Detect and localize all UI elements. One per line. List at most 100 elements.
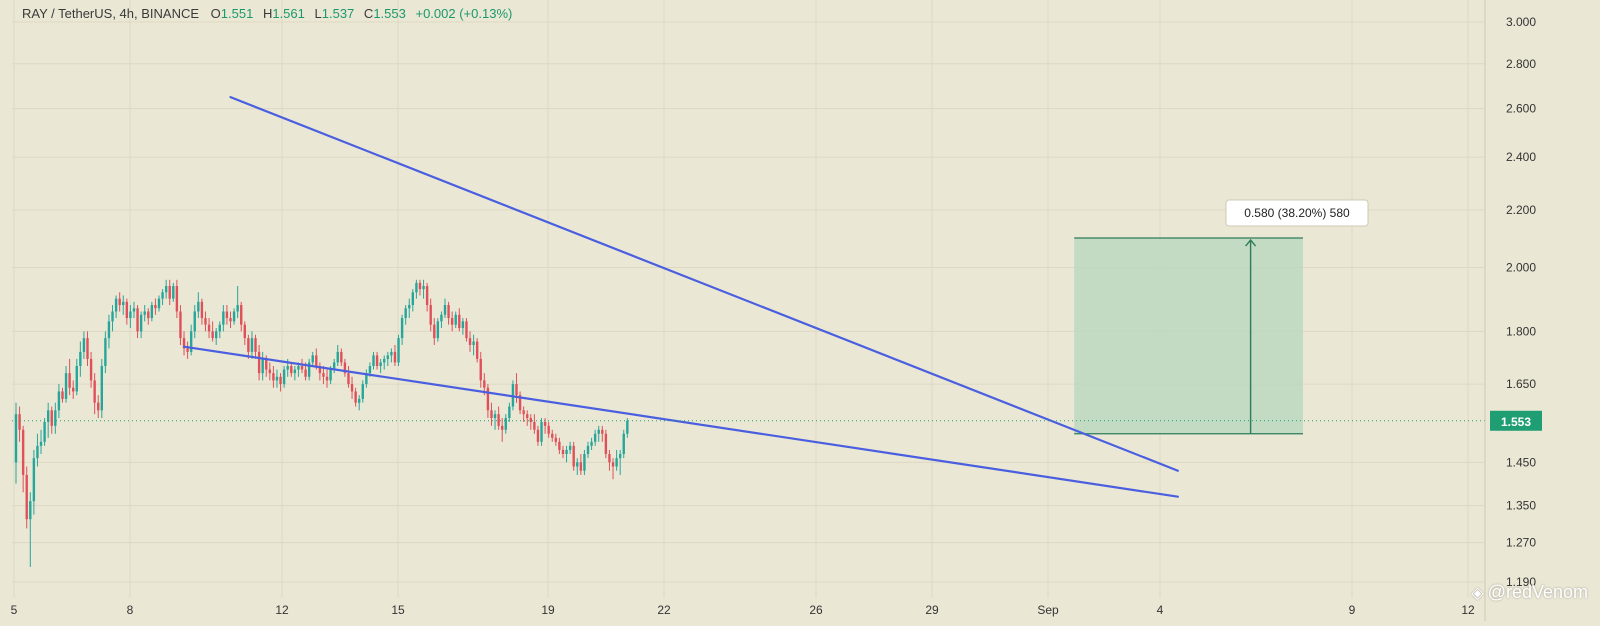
candle [107, 314, 111, 349]
candle-body [75, 365, 78, 392]
candle [154, 298, 157, 315]
y-tick-label: 1.450 [1506, 455, 1536, 469]
candle-body [89, 358, 93, 381]
candle [21, 425, 25, 493]
candle-body [232, 311, 236, 322]
candle-body [114, 298, 118, 312]
grid [12, 0, 1485, 598]
candle [340, 348, 343, 366]
candle-body [440, 314, 443, 322]
candle [436, 318, 440, 342]
candle [508, 402, 511, 422]
candle [433, 318, 436, 345]
candle [100, 358, 103, 419]
candle [64, 365, 68, 403]
candle-body [315, 355, 318, 366]
candle-body [186, 348, 189, 352]
candle [565, 445, 568, 463]
candle [361, 380, 364, 403]
candle [518, 391, 522, 415]
candle-body [29, 501, 32, 520]
x-tick-label: Sep [1037, 603, 1059, 617]
candle-body [336, 351, 339, 363]
candle [136, 305, 139, 339]
trendline-upper[interactable] [229, 96, 1179, 472]
candle [243, 321, 246, 345]
x-tick-label: 26 [809, 603, 823, 617]
candle [397, 334, 400, 366]
candle-body [340, 351, 343, 363]
candle [543, 418, 547, 434]
candle [240, 301, 243, 332]
candle [204, 311, 207, 332]
candle-body [618, 454, 622, 459]
candle-body [601, 429, 604, 434]
candle [189, 324, 193, 356]
candle-body [36, 445, 39, 459]
candle [383, 355, 386, 370]
candle [622, 429, 625, 459]
candle [486, 384, 490, 419]
candle-body [558, 441, 561, 450]
open-label: O [210, 6, 221, 21]
candle [272, 365, 275, 388]
candle-body [261, 358, 264, 374]
candle-body [64, 373, 68, 399]
candle [257, 344, 261, 381]
candle-body [486, 387, 490, 411]
candle-body [390, 351, 393, 356]
x-tick-label: 29 [925, 603, 939, 617]
candle [479, 351, 482, 388]
candle [282, 365, 286, 388]
candle [586, 441, 590, 459]
trendline-lower[interactable] [182, 345, 1179, 498]
candle [547, 421, 550, 438]
candle-body [522, 410, 525, 415]
candle [475, 338, 479, 363]
candle [365, 369, 368, 388]
candle [118, 292, 121, 312]
candle [139, 311, 143, 339]
candle [50, 406, 53, 434]
candle-body [43, 421, 46, 442]
candle-body [586, 445, 590, 455]
candle [404, 305, 407, 325]
candle-body [529, 418, 532, 422]
candle-body [240, 305, 243, 325]
candle-body [125, 301, 129, 319]
candle-body [215, 331, 218, 339]
candle-body [222, 311, 225, 325]
candle-body [243, 324, 246, 339]
candle [14, 402, 18, 484]
candle-body [590, 441, 593, 446]
candle-body [14, 414, 18, 463]
candle [161, 289, 164, 306]
candle [122, 295, 125, 315]
candle [461, 318, 465, 335]
candle-body [547, 425, 550, 434]
candle [536, 425, 540, 446]
low-value: 1.537 [321, 6, 355, 21]
candle [497, 406, 500, 430]
candles [14, 279, 629, 567]
candle-body [111, 311, 114, 322]
candle [207, 318, 211, 339]
candle-body [358, 398, 361, 403]
target-zone[interactable] [1074, 238, 1303, 434]
candle [526, 410, 529, 426]
candle-body [361, 384, 364, 399]
candle [590, 437, 593, 450]
candle-body [225, 311, 229, 319]
candle [529, 414, 532, 430]
x-tick-label: 19 [541, 603, 555, 617]
candle-body [272, 373, 275, 381]
candle-body [429, 305, 432, 325]
candle-body [372, 355, 375, 366]
candle-body [179, 311, 182, 339]
candle-body [93, 380, 96, 403]
candle-body [79, 351, 82, 366]
candle [32, 449, 36, 515]
candle [150, 301, 154, 322]
